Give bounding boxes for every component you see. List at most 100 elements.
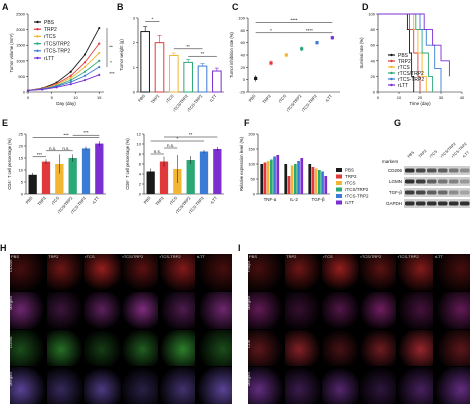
panel-label-i: I bbox=[238, 243, 241, 253]
e-cd8-bar bbox=[213, 149, 222, 194]
g-band bbox=[416, 179, 426, 184]
microscopy-tile bbox=[433, 329, 470, 367]
microscopy-tile: rLTT bbox=[433, 254, 470, 291]
panel-label-e: E bbox=[2, 118, 8, 128]
panel-label-d: D bbox=[362, 2, 369, 12]
a-legend-label: TRP2 bbox=[44, 27, 57, 33]
d-legend-label: rTCS bbox=[398, 65, 410, 71]
g-band bbox=[405, 168, 415, 173]
d-xtick-label: 20 bbox=[418, 95, 423, 100]
f-legend-label: rTCS/TRP2 bbox=[345, 187, 369, 192]
a-data-point bbox=[55, 86, 58, 89]
microscopy-tile: Merged bbox=[248, 291, 285, 329]
g-band bbox=[460, 201, 470, 206]
e-cd4-sig-label: n.s. bbox=[62, 146, 69, 151]
g-band bbox=[449, 168, 459, 173]
a-data-point bbox=[98, 65, 101, 69]
g-band bbox=[427, 179, 437, 184]
microscopy-row-label: Foxp3 bbox=[248, 261, 251, 273]
d-legend-label: rTCS/TRP2 bbox=[398, 71, 424, 77]
a-data-point bbox=[98, 51, 101, 55]
microscopy-row-label: Merged bbox=[10, 296, 13, 311]
f-legend-label: rTCS bbox=[345, 181, 356, 186]
a-data-point bbox=[69, 83, 72, 86]
e-cd4-ytick-label: 15 bbox=[19, 156, 24, 161]
e-cd8-bar bbox=[146, 171, 155, 194]
microscopy-tile bbox=[359, 329, 396, 367]
microscopy-column-label: rLTT bbox=[434, 254, 443, 259]
microscopy-tile: LGMN bbox=[10, 329, 47, 367]
g-band bbox=[416, 190, 426, 195]
g-band bbox=[416, 201, 426, 206]
a-data-point bbox=[83, 79, 87, 82]
b-category-label: PBS bbox=[137, 93, 146, 103]
d-ytick-label: 0 bbox=[373, 90, 376, 95]
d-legend-marker bbox=[390, 71, 393, 75]
c-sig-label: **** bbox=[290, 17, 297, 22]
a-ytick-label: 1500 bbox=[16, 43, 26, 48]
d-ytick-label: 80 bbox=[371, 27, 376, 32]
f-bar bbox=[314, 168, 318, 194]
g-blot-strip bbox=[404, 177, 470, 186]
g-row-label: LGMN bbox=[389, 179, 402, 184]
f-bar bbox=[308, 164, 312, 194]
d-xtick-label: 10 bbox=[397, 95, 402, 100]
microscopy-tile: rTCS-TRP2 bbox=[396, 254, 433, 291]
d-xtick-label: 30 bbox=[439, 95, 444, 100]
c-ytick-label: 40 bbox=[241, 53, 246, 58]
microscopy-column-label: rTCS bbox=[323, 254, 333, 259]
a-ytick-label: 2000 bbox=[16, 27, 26, 32]
microscopy-panel-i: I PBS Foxp3 TRP2 rTCS rTCS/TRP2 rTCS-TRP2 rLTT M… bbox=[238, 243, 470, 404]
b-bar bbox=[169, 54, 179, 93]
e-cd8-ytick-label: 4 bbox=[139, 172, 142, 177]
d-xtick-label: 40 bbox=[460, 95, 465, 100]
e-cd8-ytick-label: 0 bbox=[139, 192, 142, 197]
microscopy-column-label: TRP2 bbox=[48, 254, 59, 259]
c-ytick-label: 0 bbox=[243, 77, 246, 82]
e-cd4-bar bbox=[95, 143, 104, 194]
e-cd8-sig-label: * bbox=[176, 136, 178, 141]
microscopy-column-label: rTCS bbox=[85, 254, 95, 259]
e-cd8-category-label: PBS bbox=[142, 195, 151, 205]
microscopy-tile bbox=[322, 367, 359, 404]
a-ytick-label: 2500 bbox=[16, 12, 26, 17]
c-category-label: TRP2 bbox=[261, 93, 272, 105]
microscopy-tile: TRP2 bbox=[285, 254, 322, 291]
c-category-label: rTCS bbox=[277, 93, 287, 104]
f-legend-label: rTCS-TRP2 bbox=[345, 194, 369, 199]
microscopy-column-label: rTCS/TRP2 bbox=[122, 254, 144, 259]
f-bar bbox=[260, 164, 264, 194]
microscopy-tile bbox=[84, 329, 121, 367]
a-legend-marker bbox=[36, 35, 39, 38]
a-data-point bbox=[83, 70, 87, 73]
microscopy-tile: rTCS bbox=[322, 254, 359, 291]
b-sig-label: ** bbox=[201, 51, 205, 56]
microscopy-tile bbox=[121, 367, 158, 404]
c-data-point bbox=[269, 61, 273, 65]
e-cd4-sig-label: *** bbox=[63, 133, 69, 138]
g-band bbox=[449, 201, 459, 206]
microscopy-tile bbox=[47, 329, 84, 367]
panel-label-h: H bbox=[0, 243, 7, 253]
microscopy-tile: CD8 bbox=[248, 329, 285, 367]
e-cd4-bar bbox=[55, 164, 64, 194]
b-bar bbox=[154, 42, 165, 93]
b-sig-label: ** bbox=[186, 44, 190, 49]
a-data-point bbox=[83, 53, 87, 56]
microscopy-tile bbox=[285, 291, 322, 329]
f-ytick-label: 100 bbox=[248, 162, 255, 167]
e-cd4-sig-label: *** bbox=[37, 152, 43, 157]
panel-label-g: G bbox=[394, 118, 401, 128]
e-cd4-category-label: rLTT bbox=[91, 195, 100, 205]
a-data-point bbox=[98, 73, 101, 76]
b-ytick-label: 3 bbox=[133, 16, 136, 21]
g-lane-label: TRP2 bbox=[418, 149, 428, 159]
g-lane-label: rLTT bbox=[462, 150, 471, 159]
microscopy-tile bbox=[359, 367, 396, 404]
d-legend-marker bbox=[390, 77, 393, 81]
g-blot-strip bbox=[404, 199, 470, 208]
g-band bbox=[427, 190, 437, 195]
g-band bbox=[427, 168, 437, 173]
microscopy-tile bbox=[433, 291, 470, 329]
microscopy-tile: Merged bbox=[10, 367, 47, 404]
